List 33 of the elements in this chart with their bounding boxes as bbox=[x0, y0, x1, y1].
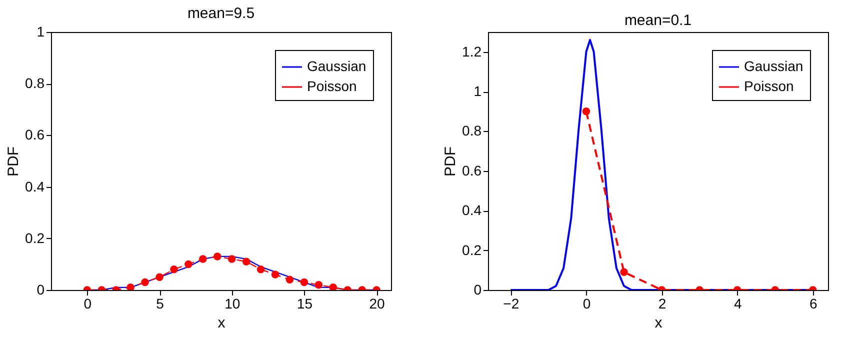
y-axis-title: PDF bbox=[442, 146, 460, 176]
x-tick-label: 20 bbox=[369, 296, 386, 312]
y-tick-label: 0 bbox=[474, 282, 482, 298]
y-tick-label: 0.2 bbox=[25, 230, 45, 246]
x-tick-label: 6 bbox=[809, 296, 818, 312]
y-tick-label: 0.6 bbox=[25, 126, 45, 143]
x-tick-label: 4 bbox=[734, 296, 742, 312]
y-tick-label: 1.2 bbox=[462, 43, 482, 60]
y-tick-label: 0.2 bbox=[462, 242, 482, 258]
x-tick-label: 0 bbox=[84, 296, 92, 312]
x-tick-label: 2 bbox=[658, 296, 666, 312]
chart-title: mean=9.5 bbox=[187, 5, 255, 22]
x-axis-title: x bbox=[218, 314, 226, 332]
x-tick-label: 0 bbox=[582, 296, 591, 312]
legend-label: Poisson bbox=[307, 78, 357, 94]
y-tick-label: 0.8 bbox=[462, 122, 482, 139]
y-tick-label: 0.4 bbox=[462, 202, 482, 218]
legend-label: Gaussian bbox=[307, 58, 366, 74]
x-tick-label: 5 bbox=[156, 296, 164, 312]
x-tick-label: 15 bbox=[296, 296, 313, 312]
y-axis-title: PDF bbox=[5, 146, 22, 176]
legend-label: Poisson bbox=[744, 78, 794, 94]
y-tick-label: 1 bbox=[36, 24, 45, 40]
y-tick-label: 0.6 bbox=[462, 162, 482, 178]
y-tick-label: 0.4 bbox=[25, 178, 45, 194]
chart-title: mean=0.1 bbox=[624, 12, 692, 29]
x-tick-label: −2 bbox=[503, 296, 520, 312]
y-tick-label: 0.8 bbox=[25, 75, 45, 92]
y-tick-label: 0 bbox=[36, 282, 45, 298]
y-tick-label: 1 bbox=[474, 83, 482, 100]
x-axis-title: x bbox=[654, 314, 663, 332]
legend-label: Gaussian bbox=[744, 58, 804, 74]
x-tick-label: 10 bbox=[224, 296, 240, 312]
